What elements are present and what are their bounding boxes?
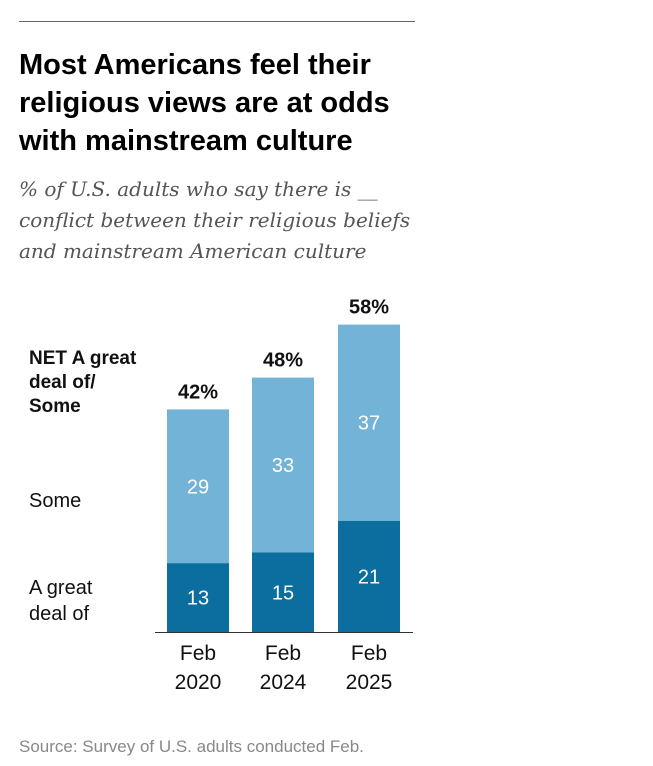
bar-some-1 <box>252 377 314 553</box>
bar-great-deal-0 <box>167 563 229 632</box>
total-label-0: 42% <box>178 381 218 403</box>
chart-subtitle: % of U.S. adults who say there is __ con… <box>19 177 411 263</box>
category-label-1-1: 2024 <box>260 671 307 694</box>
data-label-some-1: 33 <box>272 455 294 477</box>
data-label-great-deal-0: 13 <box>187 588 209 610</box>
bar-great-deal-1 <box>252 552 314 632</box>
top-rule <box>19 21 415 22</box>
data-label-great-deal-1: 15 <box>272 582 294 604</box>
total-label-2: 58% <box>349 297 389 319</box>
legend-net-label-0: NET A great <box>29 348 137 369</box>
source-note: Source: Survey of U.S. adults conducted … <box>19 737 364 756</box>
legend-great-deal-label-1: deal of <box>29 603 89 625</box>
data-label-some-2: 37 <box>358 413 380 435</box>
chart-title: Most Americans feel their religious view… <box>19 49 390 157</box>
category-label-1-0: Feb <box>265 642 301 665</box>
bar-some-2 <box>338 324 400 521</box>
legend-net-label-1: deal of/ <box>29 372 96 393</box>
bar-great-deal-2 <box>338 520 400 632</box>
total-label-1: 48% <box>263 350 303 372</box>
category-label-0-0: Feb <box>180 642 216 665</box>
category-label-2-0: Feb <box>351 642 387 665</box>
legend-great-deal-label-0: A great <box>29 577 93 599</box>
category-label-2-1: 2025 <box>346 671 393 694</box>
data-label-some-0: 29 <box>187 476 209 498</box>
legend-net-label-2: Some <box>29 396 81 417</box>
bar-some-0 <box>167 409 229 564</box>
category-label-0-1: 2020 <box>175 671 222 694</box>
data-label-great-deal-2: 21 <box>358 566 380 588</box>
legend-some-label-0: Some <box>29 490 81 512</box>
